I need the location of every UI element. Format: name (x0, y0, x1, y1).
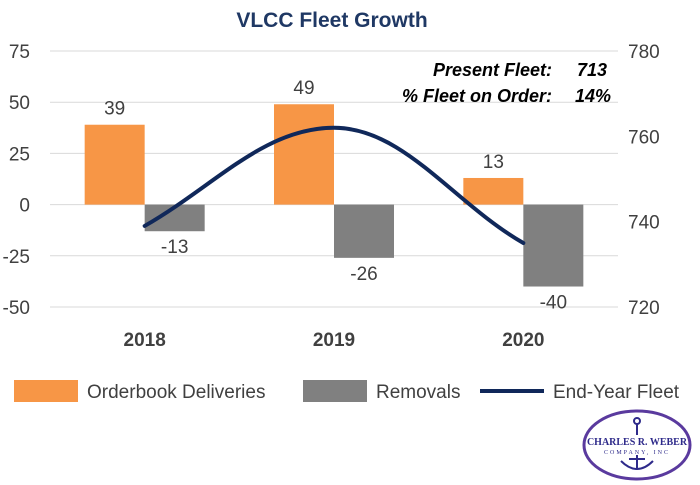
annotation-fleet-on-order: % Fleet on Order: 14% (402, 86, 611, 106)
delivery-bar-2018 (84, 124, 145, 205)
delivery-label-2018: 39 (104, 99, 125, 120)
on-order-label: % Fleet on Order: (402, 86, 552, 106)
y-left-tick-label: -25 (3, 247, 30, 268)
bars (84, 104, 584, 287)
y-axis-left: 75 50 25 0 -25 -50 (3, 42, 30, 319)
annotation-present-fleet: Present Fleet: 713 (433, 60, 607, 80)
logo-subtitle: COMPANY, INC (604, 450, 670, 456)
y-left-tick-label: 50 (9, 93, 30, 114)
y-left-tick-label: -50 (3, 298, 30, 319)
legend-swatch (14, 380, 78, 402)
legend-label: Removals (376, 382, 460, 403)
logo-name: CHARLES R. WEBER (587, 437, 688, 448)
fleet-line (142, 125, 526, 245)
y-right-tick-label: 720 (628, 298, 660, 319)
logo-ring (582, 409, 692, 481)
y-right-tick-label: 740 (628, 213, 660, 234)
delivery-label-2020: 13 (483, 152, 504, 173)
delivery-bar-2019 (274, 104, 334, 205)
delivery-bar-2020 (463, 177, 524, 205)
on-order-value: 14% (575, 86, 611, 106)
legend-label: End-Year Fleet (553, 382, 680, 403)
removal-label-2018: -13 (161, 237, 188, 258)
data-labels: 39 -13 49 -26 13 -40 (104, 78, 567, 313)
end-year-fleet-line (142, 125, 526, 245)
present-fleet-value: 713 (577, 60, 607, 80)
anchor-icon (620, 417, 654, 470)
removal-bar-2020 (523, 204, 584, 287)
company-logo: CHARLES R. WEBER COMPANY, INC (582, 409, 692, 481)
y-left-tick-label: 0 (19, 196, 30, 217)
x-tick-label: 2020 (502, 330, 544, 351)
present-fleet-label: Present Fleet: (433, 60, 552, 80)
legend: Orderbook Deliveries Removals End-Year Fle… (14, 380, 680, 403)
removal-label-2020: -40 (540, 293, 567, 314)
y-axis-right: 780 760 740 720 (628, 42, 660, 319)
removal-label-2019: -26 (350, 264, 377, 285)
delivery-label-2019: 49 (293, 78, 314, 99)
chart-title: VLCC Fleet Growth (236, 9, 427, 32)
y-right-tick-label: 780 (628, 42, 660, 63)
removal-bar-2019 (334, 204, 394, 258)
y-left-tick-label: 75 (9, 42, 30, 63)
legend-swatch (303, 380, 367, 402)
x-axis: 2018 2019 2020 (124, 330, 545, 351)
x-tick-label: 2019 (313, 330, 355, 351)
y-right-tick-label: 760 (628, 127, 660, 148)
legend-label: Orderbook Deliveries (87, 382, 265, 403)
y-left-tick-label: 25 (9, 144, 30, 165)
x-tick-label: 2018 (124, 330, 166, 351)
